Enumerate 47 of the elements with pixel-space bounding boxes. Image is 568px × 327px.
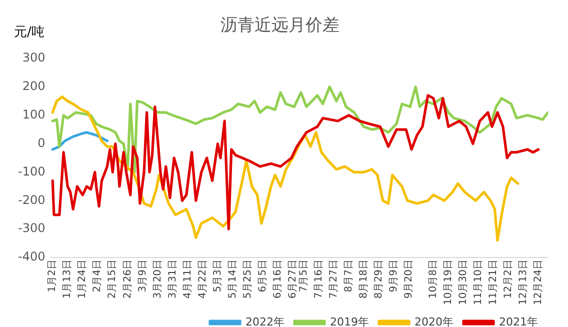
legend-label: 2019年 [330, 315, 370, 327]
x-tick-label: 12月13日 [518, 260, 530, 306]
y-tick-label: -400 [18, 250, 46, 264]
x-tick-label: 8月29日 [373, 260, 384, 299]
x-tick-label: 10月30日 [458, 260, 469, 306]
x-tick-label: 1月13日 [62, 260, 74, 299]
x-tick-label: 5月14日 [227, 260, 238, 299]
x-tick-label: 6月16日 [272, 260, 284, 299]
x-tick-label: 1月24日 [77, 260, 88, 299]
x-tick-label: 7月5日 [298, 260, 310, 292]
x-tick-label: 6月5日 [257, 260, 268, 292]
x-tick-label: 11月21日 [488, 260, 500, 306]
y-tick-label: -200 [18, 192, 46, 207]
legend-label: 2020年 [414, 315, 454, 327]
y-tick-label: 100 [22, 107, 46, 122]
x-tick-label: 4月11日 [182, 260, 194, 299]
x-tick-label: 3月31日 [167, 260, 178, 299]
x-tick-label: 7月16日 [313, 260, 324, 299]
y-axis-title: 元/吨 [14, 24, 44, 40]
y-tick-label: -300 [18, 221, 46, 236]
x-tick-label: 5月25日 [242, 260, 254, 299]
x-tick-label: 8月7日 [343, 260, 354, 292]
x-tick-label: 3月20日 [152, 260, 164, 299]
x-tick-label: 11月10日 [472, 260, 484, 306]
legend-label: 2021年 [499, 315, 538, 327]
x-tick-label: 9月20日 [403, 260, 414, 299]
chart-title: 沥青近远月价差 [220, 16, 340, 36]
x-tick-label: 2月15日 [107, 260, 118, 299]
x-tick-label: 5月3日 [212, 260, 224, 292]
y-tick-label: 300 [22, 50, 46, 65]
x-tick-label: 12月2日 [503, 260, 514, 299]
y-tick-label: 200 [22, 78, 46, 93]
x-tick-label: 7月27日 [328, 260, 340, 299]
x-tick-label: 10月19日 [442, 260, 454, 306]
x-tick-label: 2月4日 [92, 260, 104, 292]
x-tick-label: 10月8日 [428, 260, 439, 299]
x-tick-label: 8月18日 [358, 260, 370, 299]
x-tick-label: 2月26日 [122, 260, 134, 299]
x-tick-label: 4月22日 [197, 260, 208, 299]
x-tick-label: 6月27日 [287, 260, 298, 299]
y-tick-label: 0 [38, 136, 46, 150]
x-tick-label: 1月2日 [47, 260, 58, 292]
y-tick-label: -100 [18, 164, 46, 178]
x-tick-label: 3月9日 [137, 260, 148, 292]
legend-label: 2022年 [246, 315, 285, 327]
x-tick-label: 12月24日 [533, 260, 544, 306]
x-tick-label: 9月9日 [388, 260, 400, 292]
